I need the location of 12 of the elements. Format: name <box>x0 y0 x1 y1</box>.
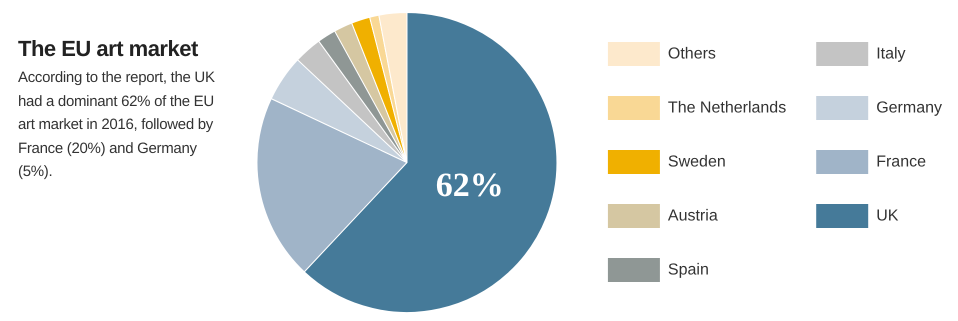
legend-label: Others <box>668 45 716 62</box>
legend-label: Italy <box>876 45 906 62</box>
legend-label: UK <box>876 207 899 224</box>
data-label: 62% <box>436 167 504 204</box>
legend-label: Germany <box>876 99 942 116</box>
legend-label: The Netherlands <box>668 99 786 116</box>
legend-label: Spain <box>668 261 709 278</box>
legend-label: Sweden <box>668 153 726 170</box>
text: According to the report, the UK had a dominant 62% of the EU art market in 2016, followed by France (20%) and Germany (5%). <box>18 68 216 182</box>
legend-label: France <box>876 153 926 170</box>
text: The EU art market <box>18 36 198 62</box>
legend-label: Austria <box>668 207 718 224</box>
